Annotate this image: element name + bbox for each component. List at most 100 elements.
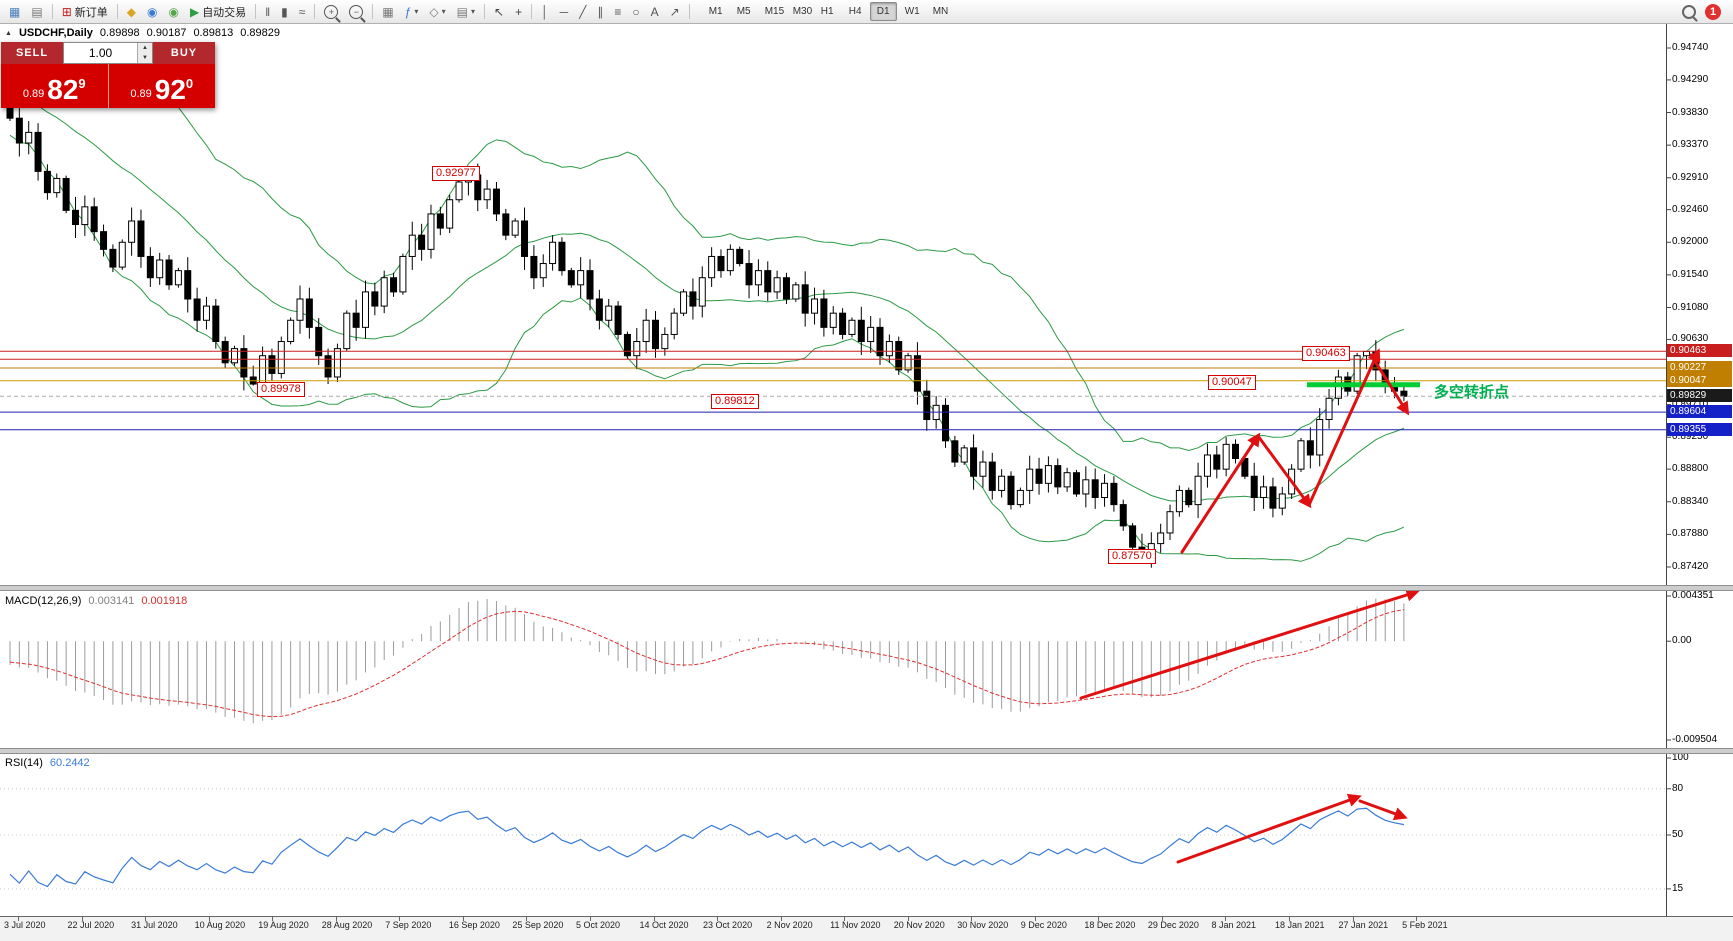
indicators-dropdown[interactable]: ƒ ▾ (400, 2, 424, 22)
bars-mode-button[interactable]: ‖ (260, 2, 275, 22)
date-label: 19 Aug 2020 (258, 920, 309, 930)
time-tick (589, 917, 591, 921)
zoom-in-button[interactable]: + (319, 2, 343, 22)
date-label: 8 Jan 2021 (1211, 920, 1256, 930)
date-label: 10 Aug 2020 (194, 920, 246, 930)
panel-divider-rsi[interactable] (0, 748, 1733, 754)
buy-price[interactable]: 0.89 92 0 (109, 64, 216, 108)
macd-axis-label: 0.00 (1672, 635, 1692, 647)
tile-windows-button-glyph: ▦ (382, 4, 394, 19)
timeframe-toolbar: M1 M5 M15 M30 H1 H4 D1 W1 MN (702, 2, 953, 21)
axis-price-label-0.89355: 0.89355 (1667, 422, 1732, 436)
price-tick-label: 0.88800 (1672, 463, 1709, 475)
time-tick (208, 917, 210, 921)
new-order-button[interactable]: ⊞ 新订单 (57, 2, 113, 22)
candles-mode-button[interactable]: ▮ (276, 2, 293, 22)
timeframe-m15-button[interactable]: M15 (758, 2, 785, 21)
axis-price-label-0.90463: 0.90463 (1667, 344, 1732, 358)
volume-box: 1.00 ▲ ▼ (63, 42, 153, 64)
time-tick (1416, 917, 1418, 921)
time-tick (653, 917, 655, 921)
timeframe-h1-button[interactable]: H1 (814, 2, 841, 21)
trendline-button[interactable]: ╱ (574, 2, 591, 22)
axis-price-label-0.89829: 0.89829 (1667, 389, 1732, 403)
text-button[interactable]: A (646, 2, 664, 22)
community-button[interactable]: ◉ (163, 2, 183, 22)
objects-dropdown[interactable]: ◇ ▾ (424, 2, 450, 22)
fibonacci-button-glyph: ≡ (614, 4, 622, 19)
timeframe-m1-button[interactable]: M1 (702, 2, 729, 21)
price-tick-label: 0.87420 (1672, 561, 1709, 572)
cursor-button[interactable]: ↖ (489, 2, 509, 22)
tile-windows-button[interactable]: ▦ (377, 2, 398, 22)
timeframe-h4-button[interactable]: H4 (842, 2, 869, 21)
auto-trading-button[interactable]: ▶ 自动交易 (185, 2, 251, 22)
arrows-button[interactable]: ↗ (665, 2, 685, 22)
codebase-button[interactable]: ◉ (142, 2, 162, 22)
volume-increase-button[interactable]: ▲ (138, 43, 152, 53)
price-callout-0.90047: 0.90047 (1208, 375, 1256, 390)
line-mode-button[interactable]: ≈ (294, 2, 311, 22)
sell-button[interactable]: SELL (1, 42, 63, 64)
rsi-axis-label: 15 (1672, 882, 1684, 894)
time-tick (1352, 917, 1354, 921)
volume-decrease-button[interactable]: ▼ (138, 53, 152, 63)
crosshair-button[interactable]: + (510, 2, 527, 22)
trendline-button-glyph: ╱ (579, 4, 587, 19)
candles-mode-button-glyph: ▮ (281, 4, 288, 19)
toolbar-separator (314, 4, 316, 19)
date-label: 5 Oct 2020 (575, 920, 620, 930)
rsi-axis-label: 100 (1672, 752, 1689, 763)
price-tick-label: 0.88340 (1672, 495, 1709, 507)
time-tick (844, 917, 846, 921)
channel-button[interactable]: ∥ (592, 2, 608, 22)
date-label: 18 Dec 2020 (1084, 920, 1136, 930)
timeframe-m5-button[interactable]: M5 (730, 2, 757, 21)
dropdown-caret-icon: ▾ (414, 7, 419, 16)
zoom-out-button[interactable]: − (344, 2, 368, 22)
market-button-glyph: ◆ (126, 4, 136, 19)
timeframe-d1-button[interactable]: D1 (869, 2, 897, 21)
shapes-button[interactable]: ○ (627, 2, 644, 22)
market-button[interactable]: ◆ (122, 2, 141, 22)
date-label: 16 Sep 2020 (448, 920, 500, 930)
community-button-glyph: ◉ (168, 4, 179, 19)
price-tick-label: 0.91540 (1672, 268, 1709, 280)
time-axis[interactable] (0, 916, 1733, 941)
vertical-line-button[interactable]: │ (536, 2, 554, 22)
profiles-button[interactable]: ▤ (26, 2, 47, 22)
sell-price[interactable]: 0.89 82 9 (1, 64, 109, 108)
rsi-axis-label: 80 (1672, 782, 1684, 794)
one-click-trading-panel: SELL 1.00 ▲ ▼ BUY 0.89 82 9 0.89 92 0 (1, 42, 215, 108)
price-tick-label: 0.87880 (1672, 528, 1709, 540)
timeframe-m30-button[interactable]: M30 (786, 2, 813, 21)
price-callout-0.87570: 0.87570 (1108, 549, 1156, 564)
date-label: 9 Dec 2020 (1020, 920, 1067, 930)
new-chart-button[interactable]: ▦ (4, 2, 25, 22)
dropdown-caret-icon: ▾ (471, 7, 476, 16)
objects-dropdown-glyph: ◇ (429, 4, 439, 19)
buy-price-pips: 92 (154, 74, 186, 105)
chart-collapse-icon[interactable]: ▲ (5, 29, 12, 37)
horizontal-line-button[interactable]: ─ (555, 2, 574, 22)
macd-indicator-label: MACD(12,26,9) 0.003141 0.001918 (5, 595, 187, 607)
templates-dropdown[interactable]: ▤ ▾ (452, 2, 480, 22)
date-label: 7 Sep 2020 (385, 920, 432, 930)
arrows-button-glyph: ↗ (669, 4, 680, 19)
time-tick (907, 917, 909, 921)
volume-input[interactable]: 1.00 (88, 46, 113, 60)
text-button-glyph: A (650, 4, 659, 19)
bars-mode-button-glyph: ‖ (265, 4, 271, 19)
timeframe-mn-button[interactable]: MN (926, 2, 953, 21)
search-icon[interactable] (1682, 4, 1696, 19)
notification-badge[interactable]: 1 (1705, 3, 1721, 20)
panel-divider-macd[interactable] (0, 585, 1733, 591)
date-label: 31 Jul 2020 (131, 920, 178, 930)
buy-button[interactable]: BUY (153, 42, 215, 64)
date-label: 30 Nov 2020 (957, 920, 1009, 930)
axis-price-label-0.90047: 0.90047 (1667, 373, 1732, 387)
fibonacci-button[interactable]: ≡ (609, 2, 626, 22)
date-label: 29 Dec 2020 (1147, 920, 1199, 930)
sell-price-point: 9 (78, 76, 86, 91)
timeframe-w1-button[interactable]: W1 (898, 2, 925, 21)
